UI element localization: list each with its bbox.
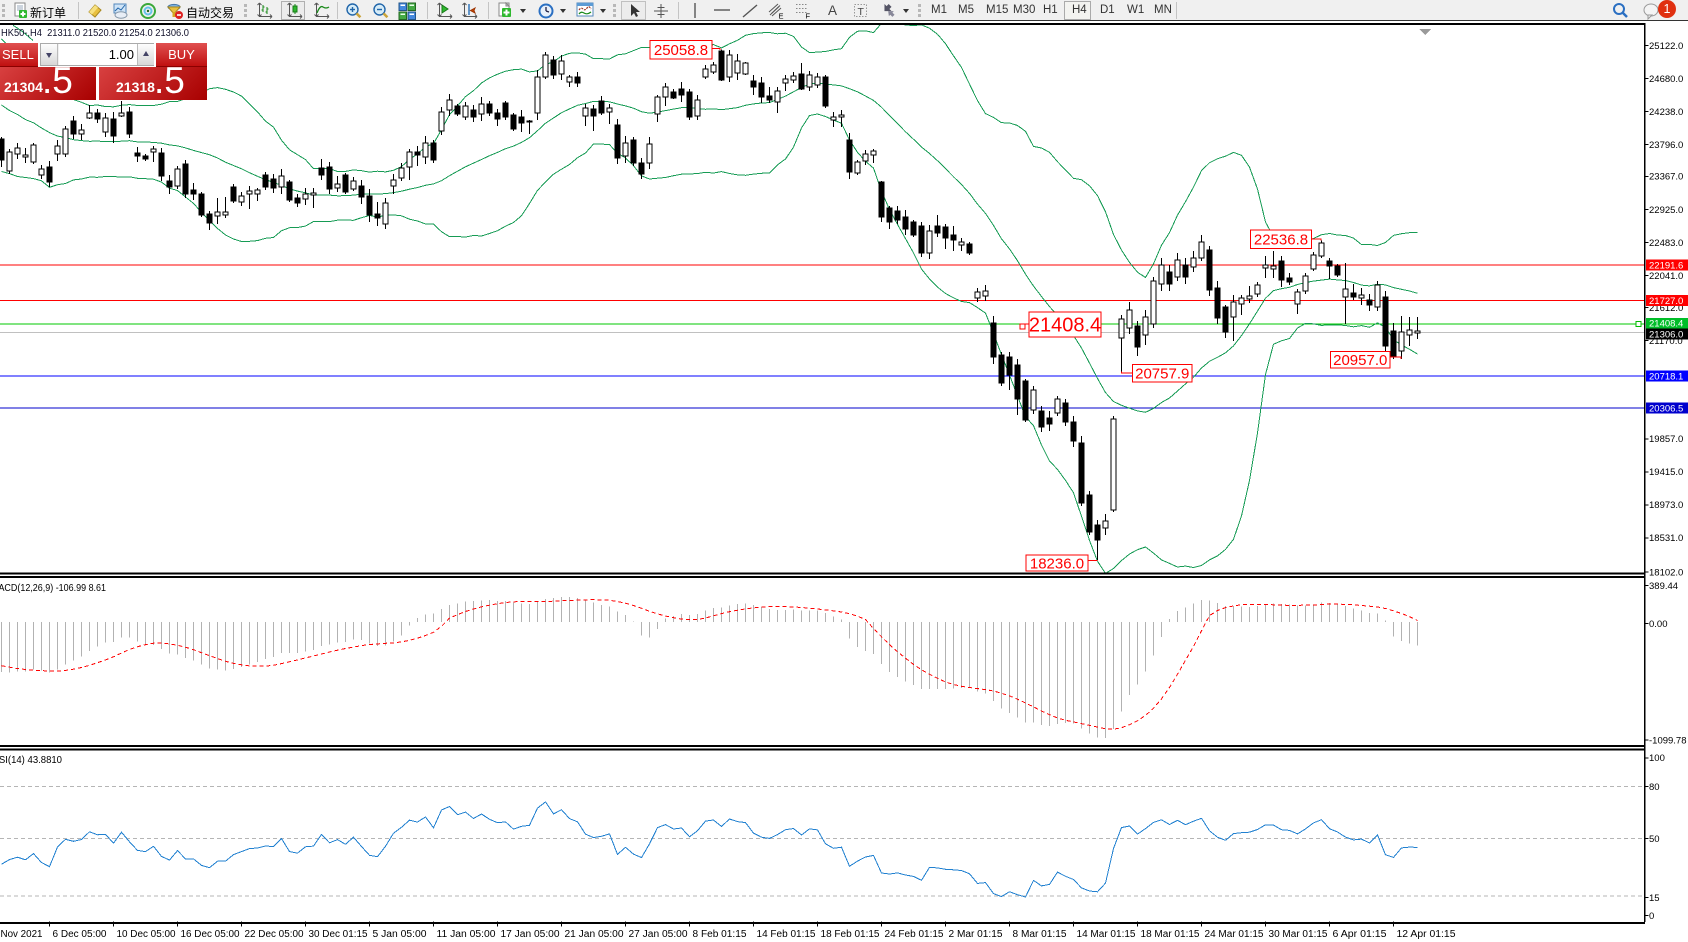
- svg-text:16 Dec 05:00: 16 Dec 05:00: [181, 929, 240, 940]
- svg-text:21727.0: 21727.0: [1649, 296, 1683, 307]
- svg-text:18 Feb 01:15: 18 Feb 01:15: [821, 929, 880, 940]
- svg-text:8 Mar 01:15: 8 Mar 01:15: [1013, 929, 1067, 940]
- svg-text:22041.0: 22041.0: [1649, 271, 1683, 282]
- svg-text:21 Jan 05:00: 21 Jan 05:00: [565, 929, 624, 940]
- svg-text:21306.0: 21306.0: [1649, 329, 1683, 340]
- svg-text:21408.4: 21408.4: [1649, 319, 1683, 330]
- svg-text:20757.9: 20757.9: [1135, 366, 1189, 383]
- svg-text:25058.8: 25058.8: [654, 42, 708, 59]
- svg-text:24238.0: 24238.0: [1649, 107, 1683, 118]
- svg-text:21170.0: 21170.0: [1649, 336, 1683, 347]
- svg-text:23796.0: 23796.0: [1649, 140, 1683, 151]
- svg-text:20718.1: 20718.1: [1649, 371, 1683, 382]
- svg-text:20306.5: 20306.5: [1649, 404, 1683, 415]
- svg-text:80: 80: [1649, 782, 1660, 793]
- svg-text:30 Dec 01:15: 30 Dec 01:15: [309, 929, 368, 940]
- svg-text:5 Jan 05:00: 5 Jan 05:00: [373, 929, 427, 940]
- svg-text:24 Feb 01:15: 24 Feb 01:15: [885, 929, 944, 940]
- svg-text:22536.8: 22536.8: [1254, 232, 1308, 249]
- svg-text:-1099.78: -1099.78: [1649, 735, 1687, 746]
- svg-text:12 Apr 01:15: 12 Apr 01:15: [1397, 929, 1456, 940]
- svg-text:15: 15: [1649, 893, 1660, 904]
- svg-text:21612.0: 21612.0: [1649, 303, 1683, 314]
- svg-text:18102.0: 18102.0: [1649, 567, 1683, 578]
- svg-text:22483.0: 22483.0: [1649, 238, 1683, 249]
- svg-text:0: 0: [1649, 911, 1654, 922]
- svg-text:50: 50: [1649, 834, 1660, 845]
- svg-text:30 Mar 01:15: 30 Mar 01:15: [1269, 929, 1328, 940]
- svg-text:25122.0: 25122.0: [1649, 41, 1683, 52]
- svg-text:18236.0: 18236.0: [1030, 555, 1084, 572]
- svg-text:19415.0: 19415.0: [1649, 467, 1683, 478]
- svg-text:21408.4: 21408.4: [1029, 315, 1101, 337]
- svg-text:RSI(14) 43.8810: RSI(14) 43.8810: [0, 755, 62, 766]
- svg-text:14 Mar 01:15: 14 Mar 01:15: [1077, 929, 1136, 940]
- svg-text:24 Mar 01:15: 24 Mar 01:15: [1205, 929, 1264, 940]
- svg-text:6 Apr 01:15: 6 Apr 01:15: [1333, 929, 1387, 940]
- svg-text:6 Dec 05:00: 6 Dec 05:00: [53, 929, 107, 940]
- svg-text:2 Mar 01:15: 2 Mar 01:15: [949, 929, 1003, 940]
- svg-text:22191.6: 22191.6: [1649, 260, 1683, 271]
- svg-text:F: F: [806, 12, 811, 21]
- svg-text:14 Feb 01:15: 14 Feb 01:15: [757, 929, 816, 940]
- svg-text:HK50-,H4 21311.0 21520.0 2125: HK50-,H4 21311.0 21520.0 21254.0 21306.0: [1, 28, 189, 39]
- svg-text:19857.0: 19857.0: [1649, 434, 1683, 445]
- svg-text:389.44: 389.44: [1649, 581, 1678, 592]
- svg-text:22925.0: 22925.0: [1649, 205, 1683, 216]
- svg-text:18531.0: 18531.0: [1649, 533, 1683, 544]
- svg-text:10 Dec 05:00: 10 Dec 05:00: [117, 929, 176, 940]
- svg-text:27 Jan 05:00: 27 Jan 05:00: [629, 929, 688, 940]
- svg-text:22 Dec 05:00: 22 Dec 05:00: [245, 929, 304, 940]
- svg-text:T: T: [858, 6, 865, 18]
- svg-text:18973.0: 18973.0: [1649, 500, 1683, 511]
- svg-text:Nov 2021: Nov 2021: [1, 929, 43, 940]
- svg-text:23367.0: 23367.0: [1649, 172, 1683, 183]
- svg-text:11 Jan 05:00: 11 Jan 05:00: [437, 929, 496, 940]
- svg-text:100: 100: [1649, 753, 1665, 764]
- svg-text:0.00: 0.00: [1649, 619, 1668, 630]
- svg-text:17 Jan 05:00: 17 Jan 05:00: [501, 929, 560, 940]
- svg-text:24680.0: 24680.0: [1649, 74, 1683, 85]
- svg-text:18 Mar 01:15: 18 Mar 01:15: [1141, 929, 1200, 940]
- svg-text:MACD(12,26,9) -106.99 8.61: MACD(12,26,9) -106.99 8.61: [0, 583, 106, 594]
- svg-text:E: E: [779, 12, 784, 21]
- svg-text:8 Feb 01:15: 8 Feb 01:15: [693, 929, 747, 940]
- svg-text:20957.0: 20957.0: [1333, 352, 1387, 369]
